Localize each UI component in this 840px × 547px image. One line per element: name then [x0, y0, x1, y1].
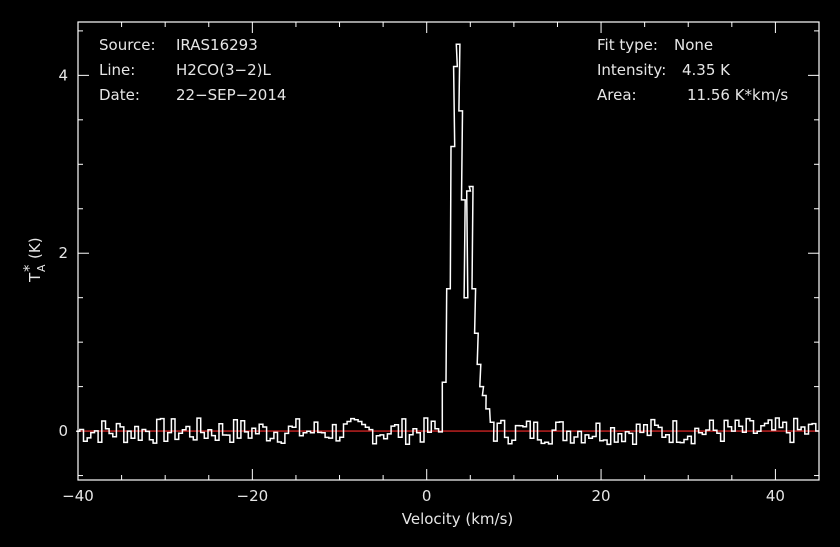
source-value: IRAS16293: [176, 36, 258, 54]
ticks-layer: −40 −20 0 20 40 0 2 4: [58, 22, 820, 505]
y-axis-label-unit: (K): [26, 237, 44, 259]
x-tick-label: −40: [62, 487, 94, 505]
source-label: Source:: [99, 36, 156, 54]
spectrum-trace: [76, 43, 820, 446]
y-axis-label: T A * (K): [20, 237, 48, 283]
y-axis-label-sup: *: [20, 264, 38, 272]
date-label: Date:: [99, 86, 140, 104]
x-tick-label: 40: [766, 487, 785, 505]
y-axis-label-main: T: [26, 272, 44, 283]
line-label: Line:: [99, 61, 136, 79]
area-label: Area:: [597, 86, 637, 104]
x-axis-label: Velocity (km/s): [402, 510, 513, 528]
x-tick-label: −20: [237, 487, 269, 505]
intensity-label: Intensity:: [597, 61, 667, 79]
fit-type-value: None: [674, 36, 714, 54]
y-tick-label: 2: [58, 244, 68, 262]
plot-frame: [77, 21, 820, 481]
intensity-value: 4.35 K: [682, 61, 731, 79]
y-tick-label: 4: [58, 66, 68, 84]
x-tick-label: 20: [592, 487, 611, 505]
y-axis-label-sub: A: [35, 264, 48, 272]
fit-type-label: Fit type:: [597, 36, 658, 54]
date-value: 22−SEP−2014: [176, 86, 287, 104]
y-tick-label: 0: [58, 422, 68, 440]
x-tick-label: 0: [422, 487, 432, 505]
area-value: 11.56 K*km/s: [687, 86, 789, 104]
line-value: H2CO(3−2)L: [176, 61, 271, 79]
